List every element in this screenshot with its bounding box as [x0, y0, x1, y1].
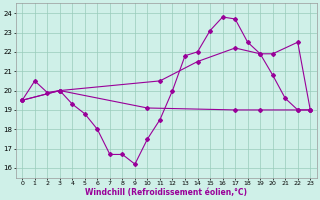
X-axis label: Windchill (Refroidissement éolien,°C): Windchill (Refroidissement éolien,°C): [85, 188, 247, 197]
